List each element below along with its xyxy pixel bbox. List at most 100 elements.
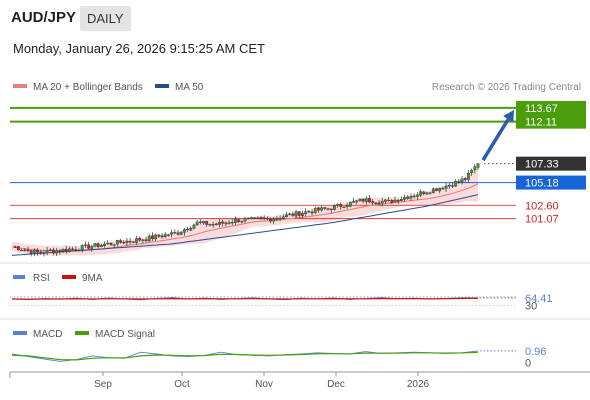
candle <box>147 233 151 242</box>
candle <box>128 237 132 245</box>
candle <box>291 211 295 217</box>
projection-arrow <box>481 109 514 162</box>
candle <box>112 243 116 248</box>
candle <box>230 218 234 226</box>
candle <box>20 248 23 252</box>
price-level-label: 113.67 <box>525 103 558 115</box>
candle <box>406 194 410 200</box>
x-tick-label-2026: 2026 <box>407 379 430 390</box>
candle <box>431 187 435 194</box>
candle <box>173 229 177 235</box>
candle <box>422 190 426 196</box>
candle <box>221 219 225 227</box>
indicator-level-label: 0 <box>525 358 531 370</box>
candle <box>463 176 467 183</box>
candle <box>208 223 212 227</box>
symbol-title: AUD/JPY <box>11 9 77 26</box>
candle <box>352 197 355 203</box>
candle <box>323 206 327 211</box>
candle <box>39 250 43 255</box>
candle <box>253 216 256 220</box>
candle <box>281 214 285 220</box>
candle <box>74 246 78 252</box>
candle <box>451 182 454 189</box>
candle <box>16 245 20 251</box>
candle <box>103 241 106 248</box>
candle <box>380 197 384 207</box>
x-tick-label-nov: Nov <box>255 379 273 390</box>
period-button[interactable]: DAILY <box>80 6 131 31</box>
candle <box>64 245 68 254</box>
candle <box>457 179 461 185</box>
rsi-9ma-legend-label: 9MA <box>82 273 103 284</box>
candle <box>211 221 215 228</box>
macd-legend-swatch <box>13 331 27 335</box>
candle <box>317 206 320 214</box>
candle <box>135 235 138 245</box>
indicator-level-label: 30 <box>525 300 537 312</box>
candle <box>234 216 237 226</box>
candle <box>205 220 209 227</box>
candle <box>374 202 378 205</box>
candle <box>160 233 164 239</box>
candle <box>202 220 205 225</box>
candle <box>313 206 317 215</box>
candle <box>141 238 145 244</box>
candle <box>227 220 231 225</box>
candle <box>80 244 84 253</box>
candle <box>170 229 173 238</box>
candle <box>336 203 339 208</box>
candle <box>265 216 269 221</box>
candle <box>119 239 122 244</box>
macd-plot: 0.960 <box>11 346 546 370</box>
candle <box>285 211 288 218</box>
candle <box>131 241 135 244</box>
candle <box>106 239 110 245</box>
projection-arrow-shaft <box>481 118 510 162</box>
candle <box>269 217 272 224</box>
ma50-line <box>11 194 479 256</box>
candle <box>84 241 87 248</box>
rsi-9ma-line <box>11 297 478 300</box>
candle <box>415 191 419 201</box>
candle <box>186 226 189 232</box>
candle <box>214 222 218 226</box>
price-level-label: 105.18 <box>525 178 559 190</box>
projection-arrow-head <box>503 109 514 123</box>
candle <box>326 207 330 211</box>
candle <box>176 229 180 236</box>
price-level-label: 101.07 <box>525 214 559 226</box>
credit-text: Research © 2026 Trading Central <box>432 82 581 93</box>
candle <box>377 200 381 206</box>
candle <box>294 209 298 218</box>
macd-legend-label: MACD <box>33 329 62 340</box>
candle <box>278 215 282 222</box>
macd-signal-legend-swatch <box>75 331 89 335</box>
candle <box>45 246 49 256</box>
candle <box>476 162 480 170</box>
candle <box>52 247 55 256</box>
macd-signal-legend-label: MACD Signal <box>95 329 155 340</box>
candle <box>246 217 250 220</box>
candle <box>425 191 429 196</box>
candle <box>419 189 422 198</box>
candle <box>467 170 470 183</box>
candle <box>454 179 458 187</box>
candle <box>272 217 276 225</box>
candle <box>332 204 336 211</box>
candle <box>243 216 247 224</box>
candle <box>384 198 387 204</box>
rsi-legend-label: RSI <box>33 273 50 284</box>
candle <box>361 198 365 204</box>
candle <box>71 246 75 251</box>
candle <box>390 199 394 204</box>
candle <box>192 223 196 230</box>
candle <box>412 193 416 199</box>
candle <box>122 240 126 245</box>
candle <box>90 244 94 252</box>
candle <box>157 234 161 238</box>
last-price-tag-box <box>516 156 586 171</box>
candle <box>109 242 113 247</box>
candle <box>249 216 253 220</box>
